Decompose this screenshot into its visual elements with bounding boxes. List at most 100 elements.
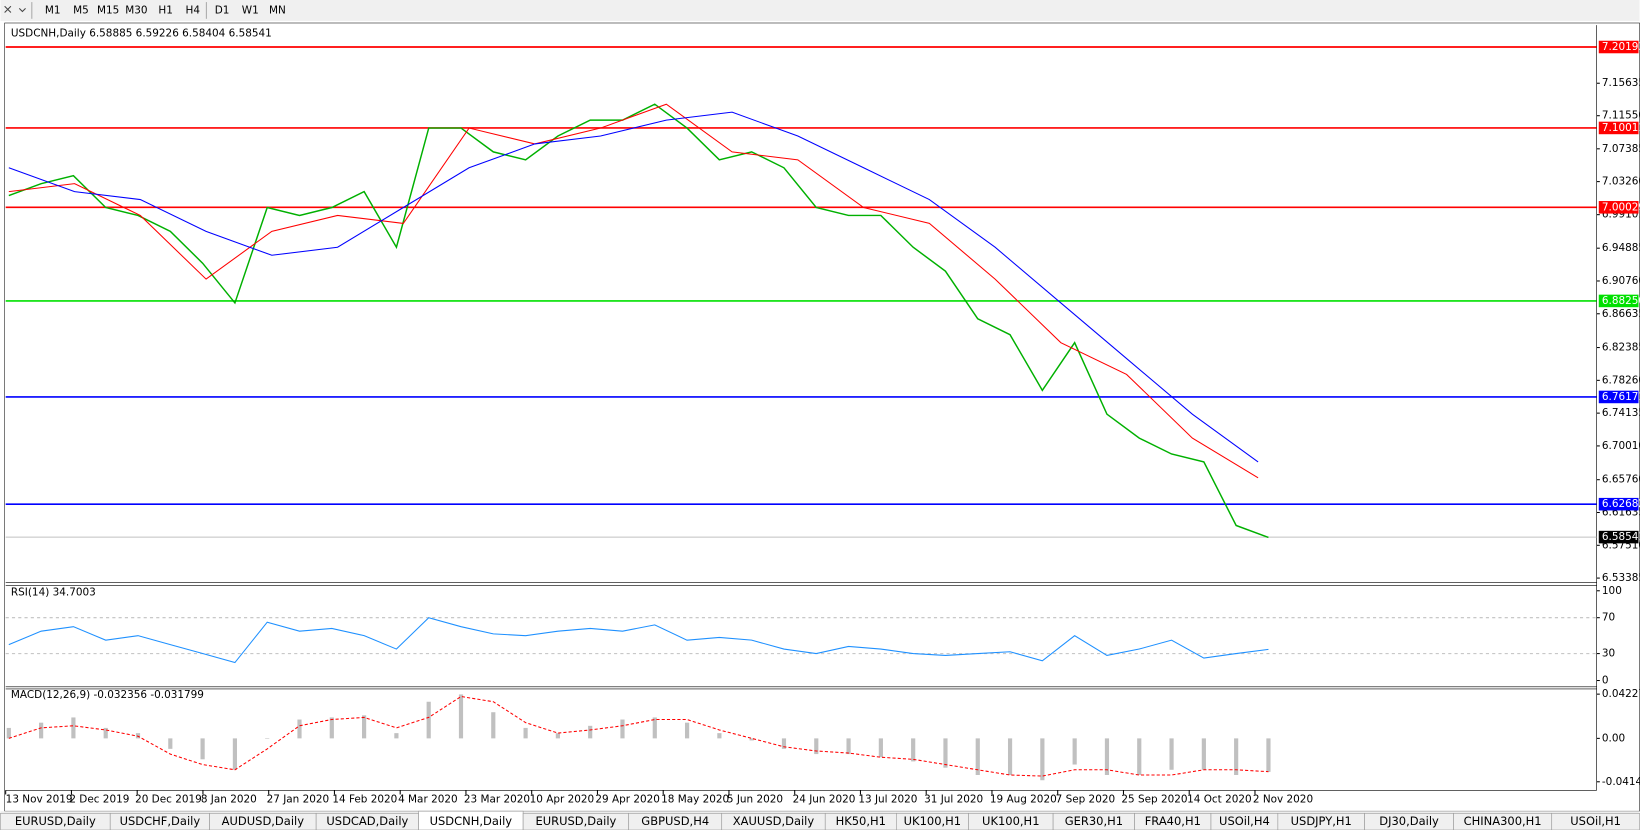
macd-signal xyxy=(8,695,1269,777)
axis-tick-label: 7.15635 xyxy=(1602,77,1640,89)
axis-tick-label: 6.65760 xyxy=(1602,474,1640,486)
toolbar-icon[interactable] xyxy=(4,5,26,13)
chart-tab-label[interactable]: UK100,H1 xyxy=(904,814,961,828)
axis-tick-label: 30 xyxy=(1602,648,1615,660)
date-label: 8 Jan 2020 xyxy=(201,794,257,806)
date-label: 31 Jul 2020 xyxy=(924,794,983,806)
macd-bar xyxy=(71,717,76,739)
moving-average-slow xyxy=(8,111,1259,463)
macd-bar xyxy=(1201,738,1206,770)
timeframe-label[interactable]: MN xyxy=(269,4,286,16)
date-label: 7 Sep 2020 xyxy=(1056,794,1116,806)
timeframe-label[interactable]: M15 xyxy=(97,4,119,16)
chart-tab-label[interactable]: CHINA300,H1 xyxy=(1464,814,1542,828)
timeframe-label[interactable]: M1 xyxy=(45,4,61,16)
date-label: 13 Nov 2019 xyxy=(6,794,73,806)
macd-bar xyxy=(362,715,367,739)
macd-bar xyxy=(943,738,948,768)
timeframe-button[interactable] xyxy=(94,2,122,19)
axis-tick-label: 7.03260 xyxy=(1602,176,1640,188)
chart-tab-label[interactable]: EURUSD,Daily xyxy=(535,814,616,828)
macd-bar xyxy=(458,694,464,739)
chart-tab-label[interactable]: UK100,H1 xyxy=(982,814,1039,828)
moving-average-fast xyxy=(8,103,1259,479)
timeframe-button[interactable] xyxy=(122,2,150,19)
macd-bar xyxy=(1169,738,1174,770)
current-price-label: 6.58541 xyxy=(1602,531,1640,543)
chart-tab-label[interactable]: DJ30,Daily xyxy=(1379,814,1439,828)
current-price-box xyxy=(1598,530,1639,544)
timeframe-label[interactable]: D1 xyxy=(215,4,230,16)
timeframe-label[interactable]: H1 xyxy=(158,4,172,16)
macd-bar xyxy=(1104,738,1110,775)
chart-header: USDCNH,Daily 6.58885 6.59226 6.58404 6.5… xyxy=(11,27,272,39)
date-label: 2 Nov 2020 xyxy=(1253,794,1313,806)
level-label: 6.76171 xyxy=(1602,391,1640,403)
axis-tick-label: 6.78260 xyxy=(1602,374,1640,386)
date-label: 10 Apr 2020 xyxy=(530,794,595,806)
macd-bar xyxy=(588,725,593,739)
macd-bar xyxy=(1040,738,1045,781)
chart-tab-label[interactable]: GER30,H1 xyxy=(1065,814,1123,828)
chart-tab-label[interactable]: FRA40,H1 xyxy=(1145,814,1201,828)
axis-tick-label: 70 xyxy=(1602,612,1615,624)
macd-bar xyxy=(168,738,173,749)
level-label: 6.62682 xyxy=(1602,498,1640,510)
date-label: 24 Jun 2020 xyxy=(793,794,856,806)
timeframe-button[interactable] xyxy=(208,2,236,19)
price-line xyxy=(8,103,1269,539)
chart-tab-label[interactable]: EURUSD,Daily xyxy=(15,814,96,828)
macd-bar xyxy=(39,722,44,739)
timeframe-button[interactable] xyxy=(152,2,180,19)
chart-tab-label[interactable]: AUDUSD,Daily xyxy=(222,814,305,828)
axis-tick-label: 0 xyxy=(1602,675,1609,687)
date-label: 5 Jun 2020 xyxy=(727,794,783,806)
timeframe-button[interactable] xyxy=(179,2,207,19)
level-label: 7.10011 xyxy=(1602,122,1640,134)
date-label: 20 Dec 2019 xyxy=(135,794,202,806)
chart-tab-label[interactable]: USDCHF,Daily xyxy=(120,814,201,828)
macd-bar xyxy=(555,733,560,739)
timeframe-button[interactable] xyxy=(263,2,292,19)
axis-tick-label: 7.07385 xyxy=(1602,143,1640,155)
macd-bar xyxy=(523,727,528,739)
timeframe-button[interactable] xyxy=(67,2,95,19)
chart-tab-label[interactable]: USDCAD,Daily xyxy=(326,814,408,828)
chart-tab-label[interactable]: GBPUSD,H4 xyxy=(641,814,709,828)
timeframe-button[interactable] xyxy=(236,2,264,19)
macd-bar xyxy=(394,733,399,739)
timeframe-label[interactable]: W1 xyxy=(242,4,259,16)
chart-tab-label[interactable]: HK50,H1 xyxy=(836,814,886,828)
chart-tab-label[interactable]: USDJPY,H1 xyxy=(1291,814,1352,828)
level-label-box xyxy=(1598,497,1639,511)
macd-bar xyxy=(1072,738,1077,765)
macd-bar xyxy=(329,717,334,739)
timeframe-button[interactable] xyxy=(39,2,67,19)
chart-tab-label[interactable]: XAUUSD,Daily xyxy=(733,814,815,828)
macd-bar xyxy=(620,719,625,739)
date-label: 25 Sep 2020 xyxy=(1121,794,1187,806)
macd-bar xyxy=(781,738,787,749)
chart-tab-label[interactable]: USDCNH,Daily xyxy=(430,814,513,828)
chart-tab-label[interactable]: USOil,H1 xyxy=(1570,814,1621,828)
axis-tick-label: -0.04148 xyxy=(1602,776,1640,788)
axis-tick-label: 6.53385 xyxy=(1602,572,1640,584)
chart-window xyxy=(4,22,1640,812)
macd-header: MACD(12,26,9) -0.032356 -0.031799 xyxy=(11,689,204,701)
macd-bar xyxy=(232,738,237,770)
macd-bar xyxy=(426,701,431,739)
timeframe-label[interactable]: M5 xyxy=(73,4,89,16)
date-label: 4 Mar 2020 xyxy=(398,794,458,806)
date-label: 13 Jul 2020 xyxy=(858,794,917,806)
axis-tick-label: 6.90760 xyxy=(1602,275,1640,287)
axis-tick-label: 6.86635 xyxy=(1602,308,1640,320)
level-label-box xyxy=(1598,121,1639,135)
macd-bar xyxy=(103,727,108,739)
timeframe-label[interactable]: H4 xyxy=(186,4,201,16)
timeframe-label[interactable]: M30 xyxy=(125,4,147,16)
chart-tab-label[interactable]: USOil,H4 xyxy=(1219,814,1270,828)
level-label-box xyxy=(1598,390,1639,404)
macd-bar xyxy=(1137,738,1142,775)
